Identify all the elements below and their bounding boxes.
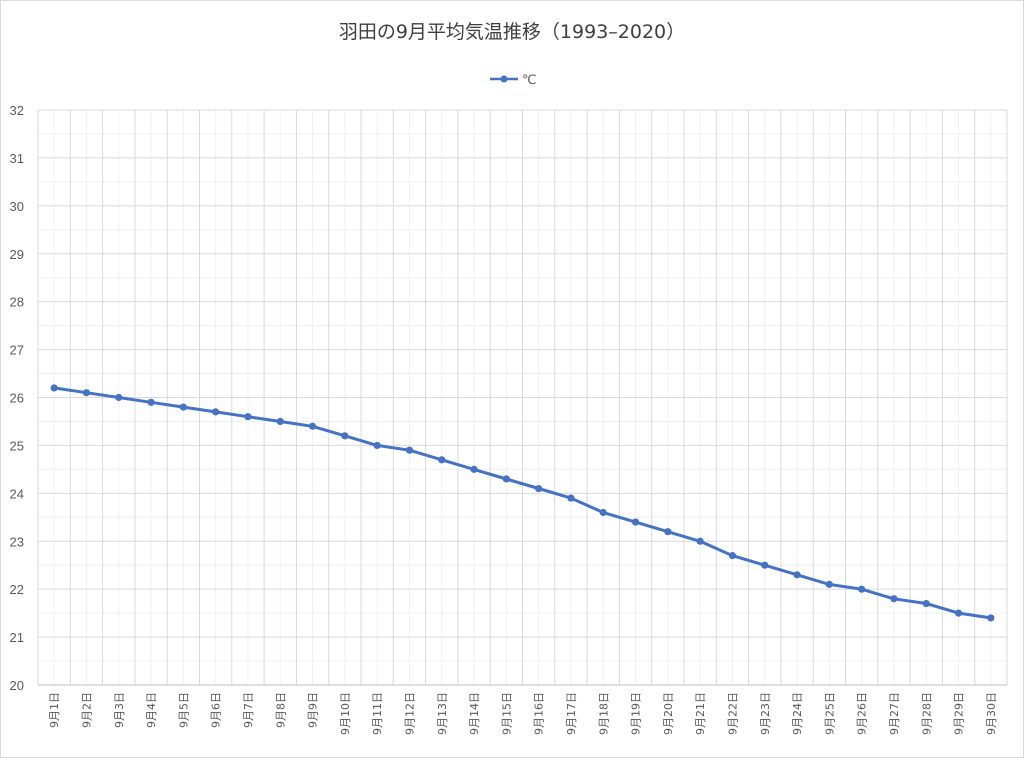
x-tick-label: 9月29日 [953, 692, 966, 735]
x-tick-label: 9月7日 [242, 692, 255, 728]
y-axis-tick-labels: 20 21 22 23 24 25 26 27 28 29 30 31 32 [10, 103, 24, 693]
data-point [502, 475, 510, 483]
y-tick-label: 30 [10, 199, 24, 214]
data-point [954, 609, 963, 617]
legend-marker-icon [500, 75, 508, 83]
x-tick-label: 9月20日 [662, 692, 675, 735]
x-tick-label: 9月22日 [726, 692, 739, 735]
x-tick-label: 9月10日 [339, 692, 352, 735]
data-point [50, 384, 58, 392]
data-point [179, 403, 187, 411]
data-point [664, 528, 672, 536]
major-gridlines [37, 109, 1008, 686]
data-point [405, 446, 414, 454]
x-axis-tick-labels: 9月1日 9月2日 9月3日 9月4日 9月5日 9月6日 9月7日 9月8日 9月9日 9月10… [48, 692, 998, 735]
y-tick-label: 32 [10, 103, 24, 118]
y-tick-label: 23 [10, 534, 24, 549]
y-tick-label: 28 [10, 295, 24, 310]
x-tick-label: 9月12日 [403, 692, 416, 735]
x-tick-label: 9月5日 [177, 692, 190, 728]
x-tick-label: 9月19日 [630, 692, 643, 735]
x-tick-label: 9月8日 [274, 692, 287, 728]
x-tick-label: 9月26日 [856, 692, 869, 735]
x-tick-label: 9月25日 [823, 692, 836, 735]
y-tick-label: 21 [10, 630, 24, 645]
x-tick-label: 9月3日 [113, 692, 126, 728]
data-point [244, 413, 252, 421]
data-point [728, 552, 737, 560]
x-tick-label: 9月23日 [759, 692, 772, 735]
x-tick-label: 9月1日 [48, 692, 61, 728]
x-tick-label: 9月17日 [565, 692, 578, 735]
data-point [82, 389, 91, 397]
x-tick-label: 9月2日 [80, 692, 93, 728]
data-point [696, 537, 704, 545]
y-tick-label: 27 [10, 343, 24, 358]
x-tick-label: 9月24日 [791, 692, 804, 735]
data-point [212, 408, 220, 416]
y-tick-label: 25 [10, 438, 24, 453]
y-tick-label: 26 [10, 391, 24, 406]
x-tick-label: 9月11日 [371, 692, 384, 735]
series-temperature [50, 384, 995, 622]
y-tick-label: 31 [10, 151, 24, 166]
data-point [825, 580, 833, 588]
data-point [793, 571, 801, 579]
data-point [438, 456, 446, 464]
x-tick-label: 9月21日 [694, 692, 707, 735]
data-point [470, 465, 478, 473]
data-point [147, 398, 155, 406]
legend-label: ℃ [522, 73, 537, 88]
data-point [858, 585, 866, 593]
chart-title: 羽田の9月平均気温推移（1993–2020） [339, 21, 685, 43]
x-tick-label: 9月6日 [210, 692, 223, 728]
x-tick-label: 9月16日 [533, 692, 546, 735]
data-point [761, 561, 769, 569]
y-tick-label: 20 [10, 678, 24, 693]
data-point [631, 518, 640, 526]
data-point [341, 432, 349, 440]
data-point [567, 494, 575, 502]
x-tick-label: 9月15日 [500, 692, 513, 735]
x-tick-label: 9月9日 [307, 692, 320, 728]
y-tick-label: 24 [10, 486, 24, 501]
y-tick-label: 29 [10, 247, 24, 262]
data-point [373, 441, 381, 450]
x-tick-label: 9月30日 [985, 692, 998, 735]
series-line [52, 386, 993, 620]
x-tick-label: 9月13日 [436, 692, 449, 735]
data-point [890, 595, 898, 603]
data-point [987, 614, 995, 622]
data-point [308, 422, 317, 430]
data-point [276, 417, 284, 426]
x-tick-label: 9月27日 [888, 692, 901, 735]
data-point [922, 599, 930, 608]
data-point [599, 508, 607, 517]
data-point [535, 484, 543, 493]
data-point [115, 393, 123, 402]
legend: ℃ [490, 73, 537, 88]
x-tick-label: 9月28日 [920, 692, 933, 735]
x-tick-label: 9月14日 [468, 692, 481, 735]
x-tick-label: 9月18日 [597, 692, 610, 735]
x-tick-label: 9月4日 [145, 692, 158, 728]
y-tick-label: 22 [10, 582, 24, 597]
